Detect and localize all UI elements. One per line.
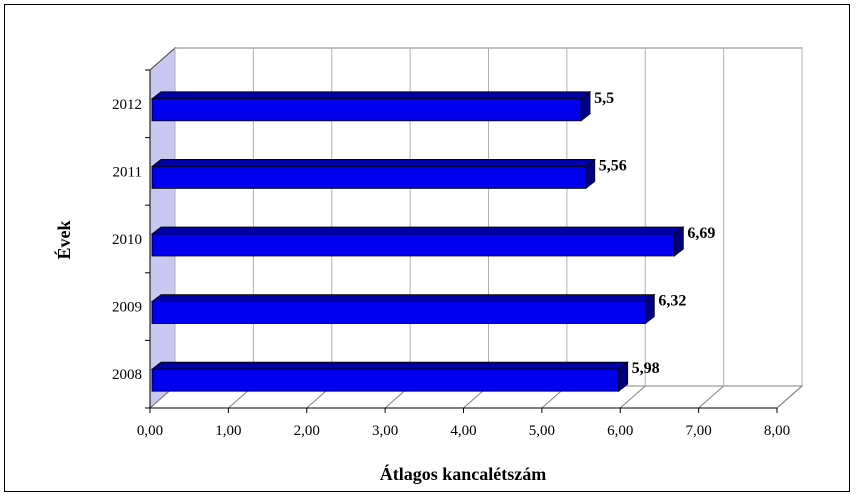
- bar: [151, 368, 620, 392]
- bar-top: [150, 226, 685, 235]
- x-tick-label: 0,00: [137, 423, 163, 439]
- floor-gridline: [776, 385, 803, 409]
- y-tick-label: 2012: [112, 97, 142, 113]
- bar-end: [585, 158, 596, 190]
- data-label: 6,32: [658, 293, 686, 310]
- x-tick-label: 2,00: [294, 423, 320, 439]
- x-tick-label: 4,00: [450, 423, 476, 439]
- y-tick-label: 2011: [113, 164, 142, 180]
- bar-top: [150, 91, 592, 100]
- x-tick-label: 7,00: [686, 423, 712, 439]
- data-label: 5,5: [594, 90, 614, 107]
- bar: [151, 233, 675, 257]
- y-axis-title: Évek: [53, 220, 74, 259]
- x-tick-label: 6,00: [607, 423, 633, 439]
- data-label: 5,98: [632, 360, 660, 377]
- bar-end: [580, 90, 591, 122]
- floor-gridline: [698, 385, 724, 409]
- bar-end: [644, 293, 655, 325]
- bar-top: [150, 361, 629, 370]
- x-axis-title: Átlagos kancalétszám: [380, 463, 546, 484]
- y-tick-label: 2008: [112, 367, 142, 383]
- x-tick-label: 1,00: [215, 423, 241, 439]
- bar-end: [673, 226, 684, 257]
- y-tick-label: 2010: [112, 232, 142, 248]
- bar: [151, 165, 587, 189]
- bar-end: [618, 361, 629, 393]
- bar-top: [150, 158, 596, 167]
- y-tick-label: 2009: [112, 300, 142, 316]
- bar: [151, 301, 646, 325]
- floor-gridline: [619, 385, 646, 409]
- data-label: 5,56: [599, 157, 627, 174]
- data-label: 6,69: [687, 225, 715, 242]
- x-tick-label: 3,00: [372, 423, 398, 439]
- x-tick-label: 8,00: [764, 423, 790, 439]
- bar-top: [150, 294, 656, 303]
- bar: [151, 98, 582, 122]
- x-tick-label: 5,00: [529, 423, 555, 439]
